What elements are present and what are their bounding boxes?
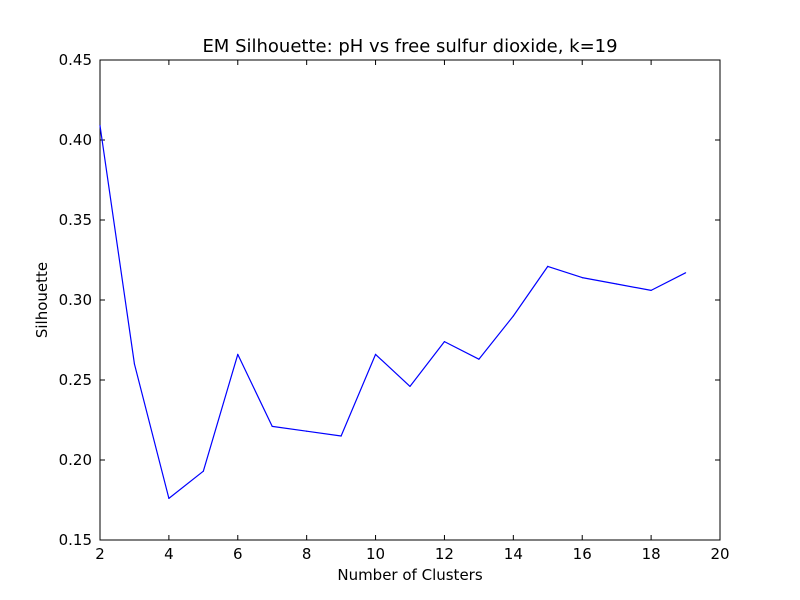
data-point <box>409 385 411 387</box>
data-point <box>168 497 170 499</box>
data-point <box>684 272 687 274</box>
data-point <box>547 265 549 267</box>
series-layer <box>99 125 687 499</box>
data-point <box>202 470 204 472</box>
x-tick-label: 6 <box>233 545 243 563</box>
data-point <box>133 363 136 365</box>
data-point <box>581 277 583 279</box>
x-axis-label: Number of Clusters <box>337 566 482 584</box>
x-tick-label: 12 <box>435 545 454 563</box>
data-point <box>443 341 446 343</box>
data-point <box>340 435 342 437</box>
series-line <box>99 125 686 499</box>
y-tick-label: 0.30 <box>59 291 92 309</box>
y-tick-label: 0.40 <box>59 131 92 149</box>
x-tick-label: 14 <box>504 545 523 563</box>
y-tick-label: 0.20 <box>59 451 92 469</box>
data-point <box>650 289 652 291</box>
data-point <box>616 283 618 285</box>
y-tick-label: 0.45 <box>59 51 92 69</box>
axis-ticks <box>99 59 721 541</box>
x-tick-label: 2 <box>95 545 105 563</box>
x-tick-label: 16 <box>573 545 592 563</box>
x-tick-label: 10 <box>366 545 385 563</box>
data-point <box>512 315 514 317</box>
data-point <box>374 353 377 355</box>
x-tick-label: 8 <box>302 545 312 563</box>
data-point <box>99 125 101 127</box>
y-tick-label: 0.15 <box>59 531 92 549</box>
data-point <box>478 358 480 360</box>
axis-tick-labels: 2 4 6 8 10 12 14 16 18 20 0.15 0.20 0.25 0.30 0.35 0.40… <box>59 51 730 563</box>
x-tick-label: 4 <box>164 545 174 563</box>
y-tick-label: 0.35 <box>59 211 92 229</box>
y-tick-label: 0.25 <box>59 371 92 389</box>
data-point <box>271 425 273 427</box>
data-point <box>306 430 308 432</box>
y-axis-label: Silhouette <box>33 262 51 338</box>
chart-title: EM Silhouette: pH vs free sulfur dioxide… <box>202 36 617 57</box>
x-tick-label: 18 <box>642 545 661 563</box>
data-point <box>237 353 239 355</box>
x-tick-label: 20 <box>710 545 729 563</box>
